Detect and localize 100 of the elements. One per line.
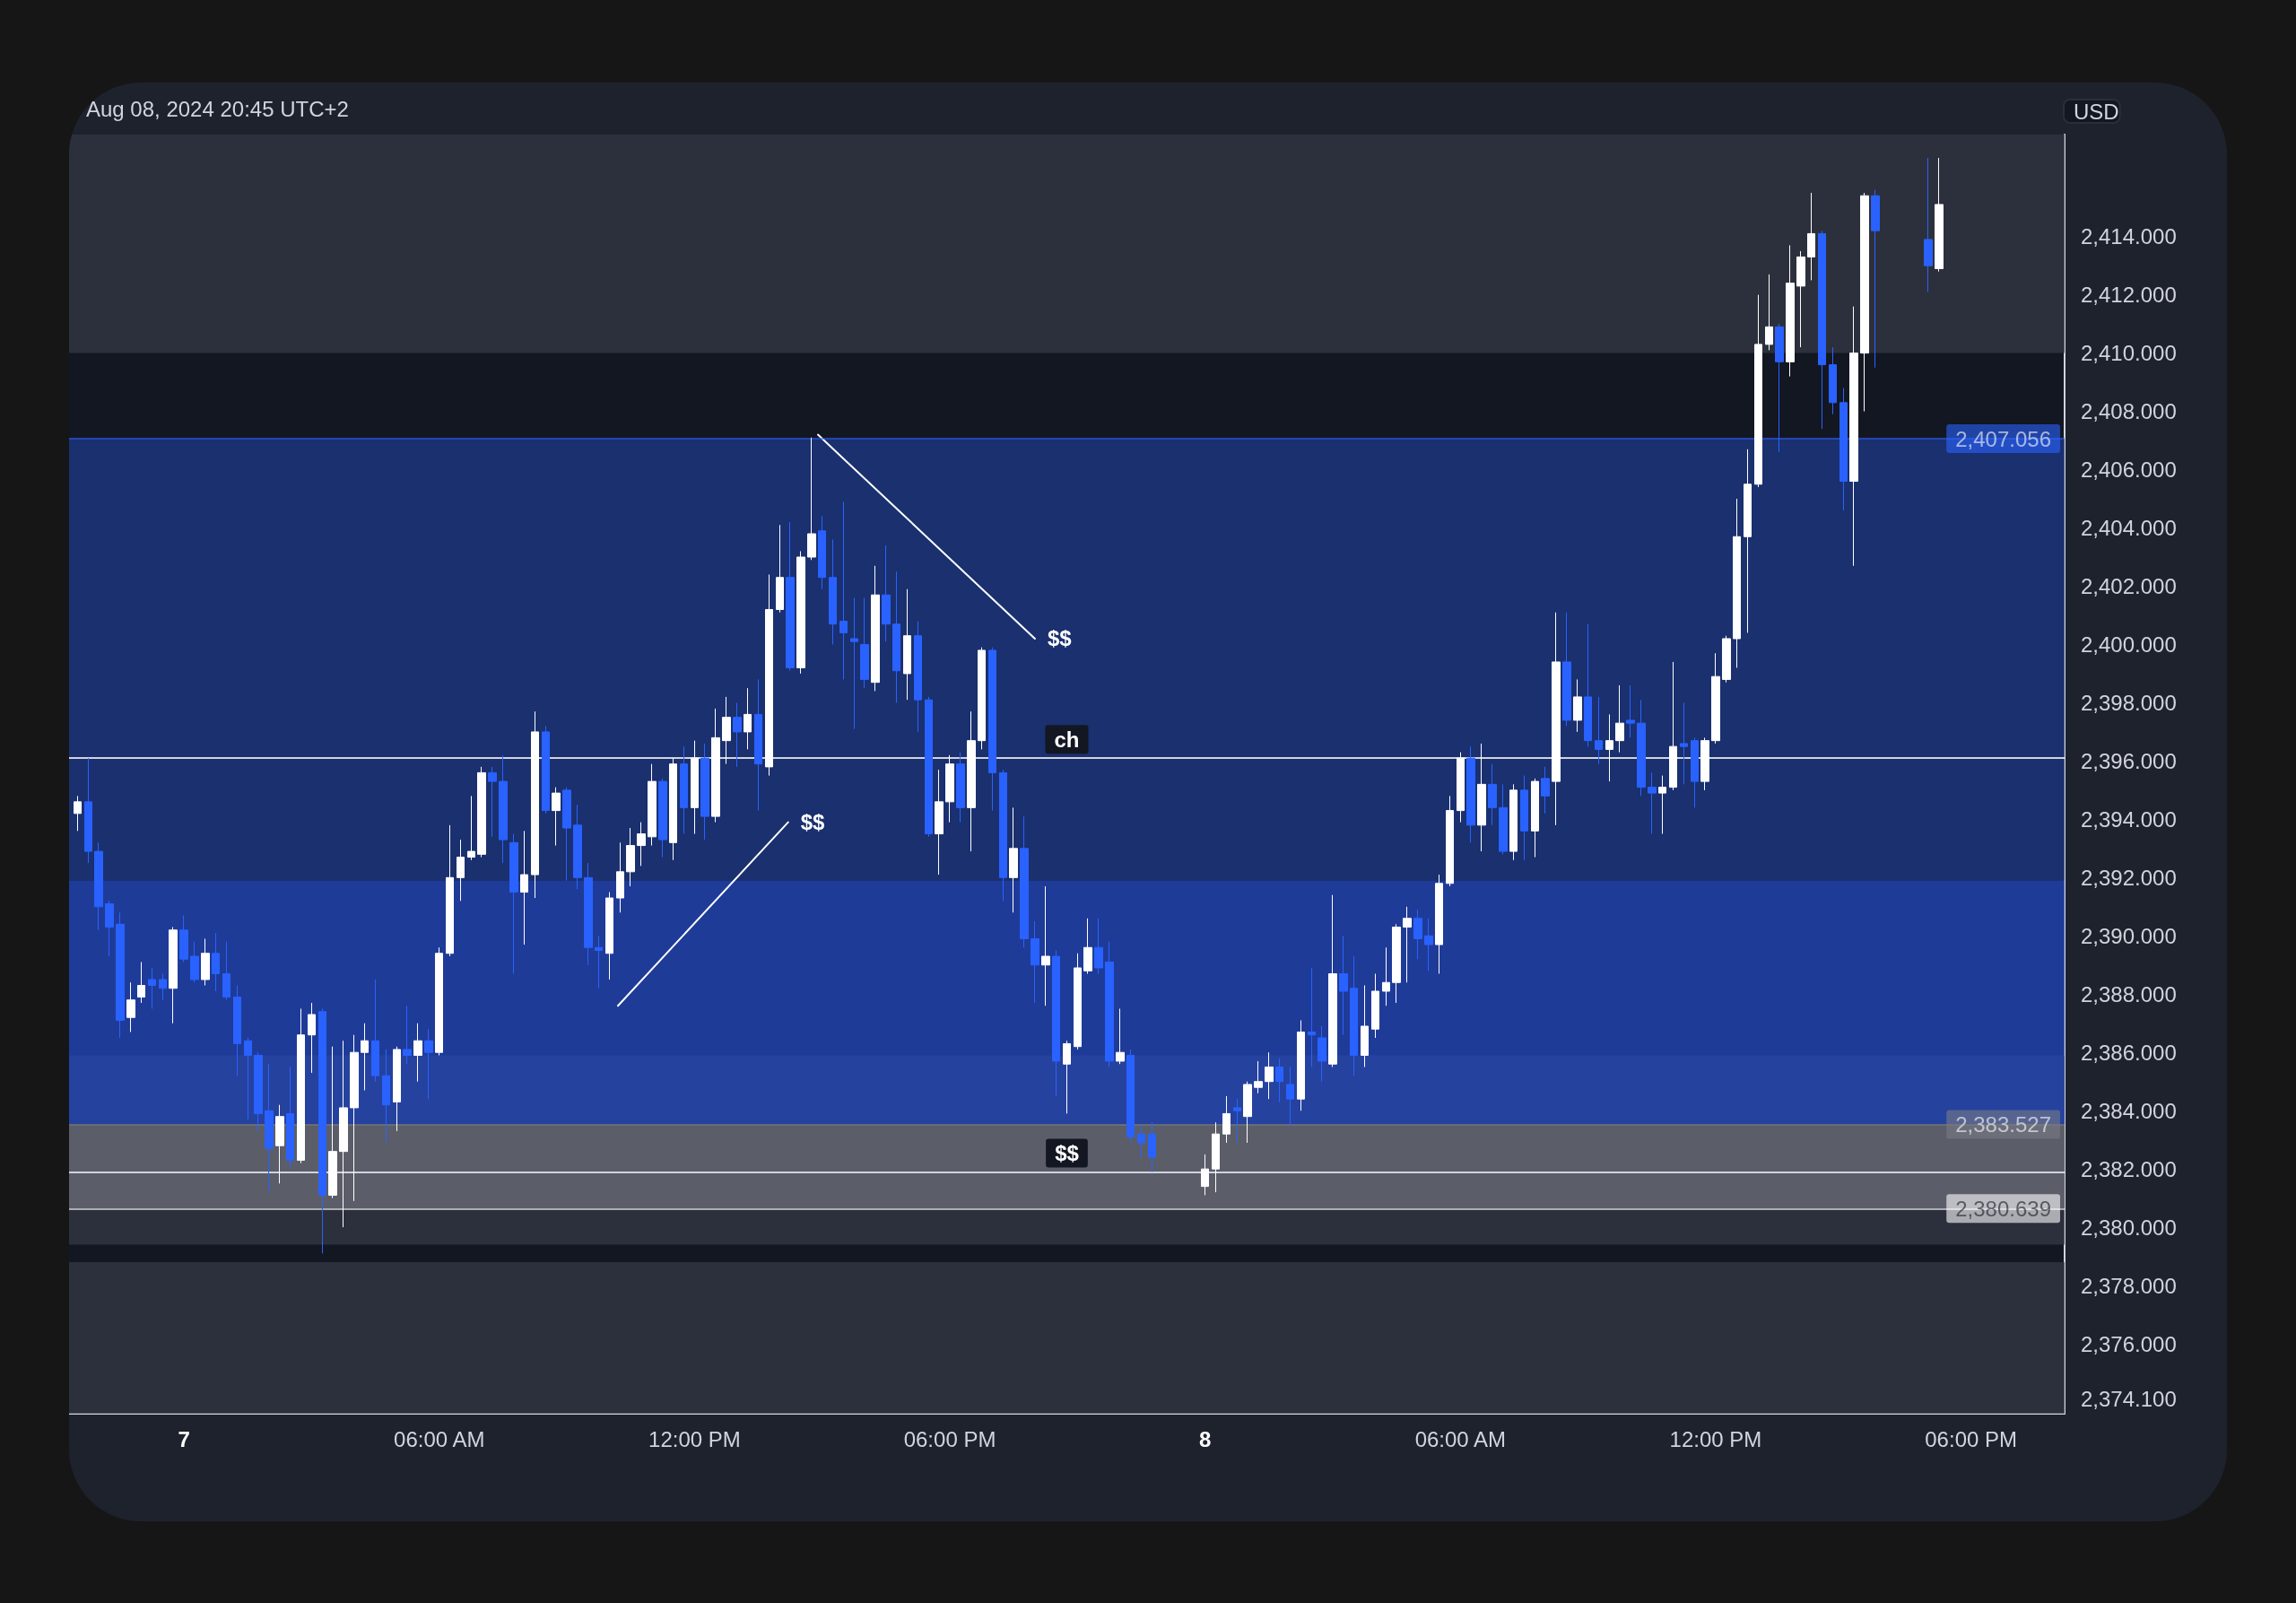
candlestick: [1009, 806, 1018, 913]
candlestick: [233, 985, 241, 1076]
candlestick: [1265, 1051, 1274, 1100]
y-tick-label: 2,384.000: [2081, 1098, 2177, 1123]
y-tick-label: 2,392.000: [2081, 865, 2177, 890]
candlestick: [1786, 244, 1795, 378]
candlestick: [94, 841, 103, 931]
series-label: $$: [1047, 626, 1073, 651]
candlestick: [584, 862, 593, 966]
candlestick: [786, 521, 795, 672]
candlestick: [1924, 157, 1933, 292]
y-tick-label: 2,376.000: [2081, 1331, 2177, 1356]
candlestick: [1020, 815, 1029, 948]
candlestick: [212, 932, 220, 992]
x-tick-label: 06:00 PM: [903, 1426, 996, 1451]
candlestick: [1722, 635, 1731, 684]
candlestick: [999, 769, 1007, 902]
candlestick: [1212, 1121, 1220, 1193]
ref-line-label: ch: [1054, 727, 1080, 752]
candlestick: [1446, 795, 1454, 887]
candlestick: [1361, 985, 1369, 1067]
candlestick: [1552, 612, 1561, 826]
candlestick: [382, 1049, 390, 1144]
candlestick: [286, 1066, 294, 1170]
candlestick: [776, 524, 784, 614]
x-tick-label: 06:00 AM: [394, 1426, 485, 1451]
candlestick: [1531, 778, 1539, 858]
candlestick: [1595, 696, 1603, 765]
y-tick-label: 2,410.000: [2081, 341, 2177, 366]
candlestick: [1829, 346, 1837, 415]
candlestick: [254, 1051, 263, 1132]
candlestick: [945, 754, 954, 823]
y-tick-label: 2,394.000: [2081, 806, 2177, 832]
candlestick: [956, 752, 965, 823]
candlestick: [446, 824, 454, 957]
candlestick: [839, 501, 848, 680]
candlestick: [1700, 736, 1709, 791]
candlestick: [1254, 1060, 1263, 1094]
candlestick: [1105, 941, 1114, 1067]
candlestick: [1222, 1095, 1231, 1144]
candlestick: [84, 757, 92, 864]
candlestick: [967, 710, 976, 852]
candlestick: [1648, 771, 1657, 835]
candlestick: [871, 565, 880, 692]
candlestick: [361, 1023, 369, 1091]
candlestick: [722, 696, 731, 765]
candlestick: [658, 778, 667, 858]
ref-line-label: 2,407.056: [1955, 426, 2051, 451]
candlestick: [1509, 783, 1518, 861]
y-tick-label: 2,396.000: [2081, 748, 2177, 773]
candlestick: [1466, 745, 1475, 843]
y-tick-label: 2,400.000: [2081, 632, 2177, 657]
candlestick: [1849, 306, 1858, 567]
candlestick: [403, 1005, 412, 1065]
candlestick: [1382, 946, 1390, 1006]
candlestick: [680, 745, 688, 835]
candlestick: [1605, 713, 1613, 782]
candlestick: [169, 927, 178, 1024]
candlestick: [1286, 1066, 1294, 1126]
candlestick: [1148, 1121, 1156, 1172]
candlestick: [318, 1007, 326, 1254]
candlestick: [1562, 612, 1571, 727]
candlestick: [126, 981, 135, 1032]
candlestick: [1488, 763, 1497, 826]
candlestick: [807, 437, 816, 561]
candlestick: [520, 830, 528, 945]
candlestick: [1860, 192, 1869, 413]
candlestick: [275, 1104, 284, 1184]
candlestick: [1403, 906, 1412, 983]
candlestick: [116, 911, 125, 1039]
candlestick: [1669, 661, 1677, 791]
y-tick-label: 2,402.000: [2081, 573, 2177, 598]
candlestick: [435, 946, 443, 1056]
candlestick: [562, 787, 571, 882]
candlestick: [796, 551, 805, 675]
x-tick-label: 12:00 PM: [1669, 1426, 1762, 1451]
candlestick: [265, 1063, 274, 1193]
candlestick: [711, 708, 720, 823]
candlestick: [1308, 967, 1316, 1067]
candlestick: [1818, 230, 1826, 430]
candlestick: [818, 516, 826, 590]
ref-line-label: 2,380.639: [1955, 1196, 2051, 1221]
candlestick: [1083, 918, 1092, 975]
candlestick: [1435, 874, 1443, 975]
candlestick: [882, 544, 891, 642]
candlestick: [413, 1023, 422, 1083]
candlestick: [137, 962, 145, 1004]
candlestick: [691, 740, 699, 835]
candlestick: [1031, 920, 1039, 1004]
candlestick: [542, 725, 550, 815]
candlestick: [1584, 623, 1592, 747]
x-tick-label: 06:00 PM: [1925, 1426, 2017, 1451]
candlestick: [1637, 699, 1646, 797]
y-tick-label: 2,398.000: [2081, 690, 2177, 715]
y-tick-label: 2,380.000: [2081, 1215, 2177, 1240]
candlestick: [1137, 1124, 1145, 1158]
candlestick: [74, 795, 82, 832]
candlestick: [733, 701, 742, 768]
candlestick: [669, 757, 677, 861]
candlestick: [626, 827, 635, 887]
